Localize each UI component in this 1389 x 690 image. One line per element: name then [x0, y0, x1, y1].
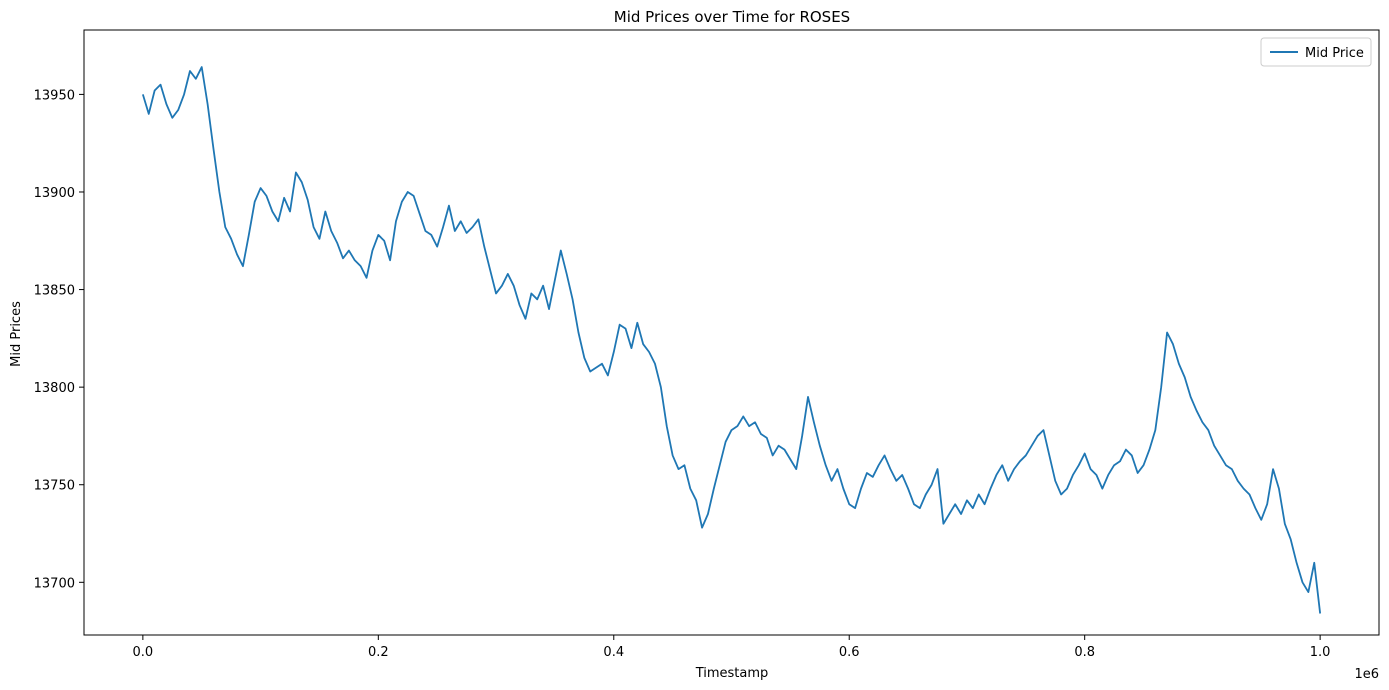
y-tick-label: 13750: [34, 479, 75, 494]
x-tick-label: 0.6: [839, 645, 860, 660]
y-tick-label: 13800: [34, 381, 75, 396]
plot-series-layer: [141, 66, 1322, 614]
y-tick-label: 13900: [34, 186, 75, 201]
y-tick-label: 13950: [34, 88, 75, 103]
y-axis-ticks: 13700 13750 13800 13850 13900 13950: [34, 88, 84, 591]
series-line-mid-price: [141, 66, 1322, 614]
chart-title: Mid Prices over Time for ROSES: [614, 8, 850, 26]
plot-area-frame: [83, 29, 1380, 636]
y-tick-label: 13850: [34, 284, 75, 299]
x-tick-label: 0.2: [368, 645, 389, 660]
x-tick-label: 1.0: [1310, 645, 1331, 660]
legend-label-mid-price: Mid Price: [1305, 46, 1364, 61]
x-tick-label: 0.4: [603, 645, 624, 660]
y-tick-label: 13700: [34, 576, 75, 591]
x-tick-label: 0.8: [1074, 645, 1095, 660]
legend-box: [1260, 37, 1372, 67]
x-axis-offset-label: 1e6: [1354, 667, 1379, 682]
y-axis-label: Mid Prices: [9, 301, 24, 367]
x-tick-label: 0.0: [133, 645, 154, 660]
x-axis-ticks: 0.0 0.2 0.4 0.6 0.8 1.0: [133, 635, 1331, 660]
legend: Mid Price: [1260, 37, 1372, 67]
x-axis-label: Timestamp: [695, 666, 769, 681]
